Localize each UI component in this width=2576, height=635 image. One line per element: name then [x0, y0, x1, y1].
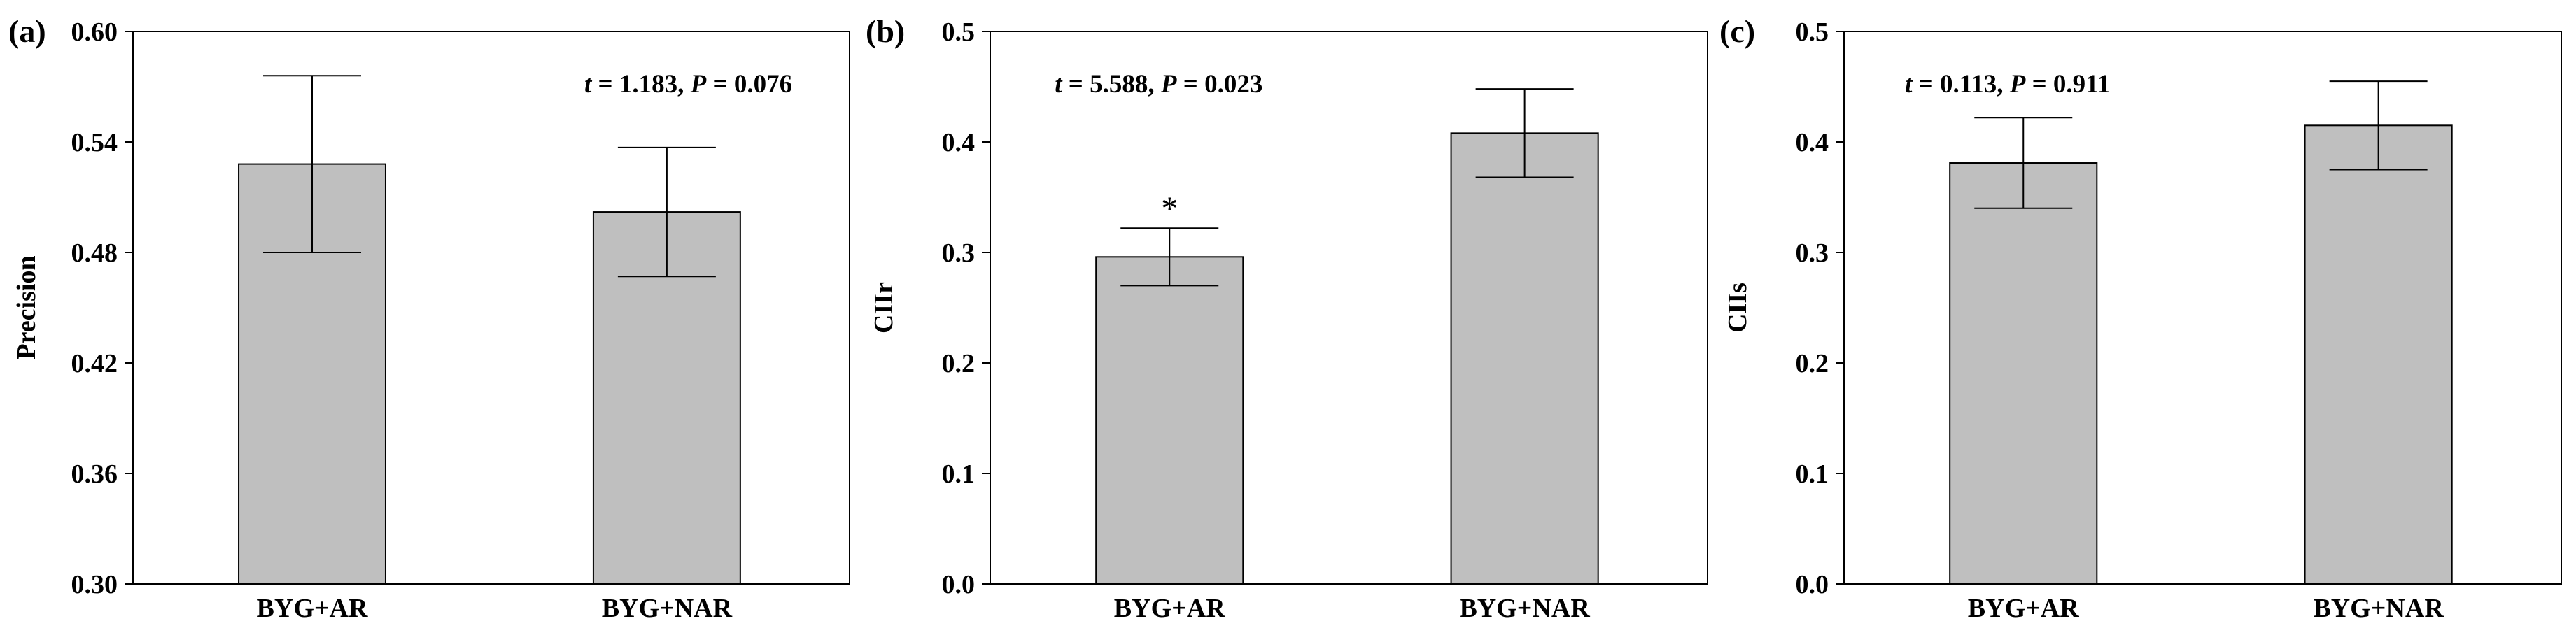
stat-annotation-part: t — [584, 70, 593, 99]
plot-frame — [132, 31, 850, 585]
y-tick-label: 0.36 — [71, 459, 118, 489]
stat-annotation-part: P — [690, 70, 707, 99]
x-tick-label: BYG+AR — [257, 594, 368, 623]
y-axis-title: CIIs — [1723, 283, 1752, 333]
stat-annotation-part: P — [2009, 70, 2026, 99]
y-axis-title: Precision — [12, 255, 41, 359]
significance-mark: * — [1161, 190, 1178, 227]
plot-frame — [1843, 31, 2562, 585]
stat-annotation-part: = 1.183, — [591, 70, 690, 99]
x-tick-label: BYG+NAR — [1459, 594, 1590, 623]
stat-annotation-part: = 0.911 — [2025, 70, 2110, 99]
x-tick-label: BYG+NAR — [602, 594, 733, 623]
y-tick-label: 0.60 — [71, 17, 118, 47]
y-tick-label: 0.4 — [942, 128, 976, 157]
stat-annotation: t = 5.588, P = 0.023 — [1055, 70, 1262, 99]
stat-annotation-part: = 0.113, — [1912, 70, 2009, 99]
bar-2[interactable] — [2304, 124, 2453, 585]
y-tick-label: 0.2 — [942, 349, 976, 378]
y-tick-label: 0.5 — [1796, 17, 1829, 47]
panel-2: (b) 0.0 0.1 0.2 0.3 0.4 0.5 CIIr * BYG+AR BYG+NAR t… — [866, 13, 1708, 623]
bar-1[interactable] — [1095, 256, 1244, 585]
stat-annotation: t = 0.113, P = 0.911 — [1905, 70, 2110, 99]
y-tick-label: 0.3 — [1796, 238, 1829, 268]
y-tick-label: 0.1 — [1796, 459, 1829, 489]
y-tick-label: 0.0 — [942, 570, 976, 599]
stat-annotation-part: t — [1905, 70, 1913, 99]
panel-3: (c) 0.0 0.1 0.2 0.3 0.4 0.5 CIIs BYG+AR BYG+NAR t … — [1719, 13, 2562, 623]
y-tick-label: 0.30 — [71, 570, 118, 599]
y-tick-label: 0.0 — [1796, 570, 1829, 599]
y-tick-label: 0.1 — [942, 459, 976, 489]
y-axis-title: CIIr — [869, 282, 899, 334]
x-tick-label: BYG+AR — [1968, 594, 2079, 623]
bar-2[interactable] — [1450, 132, 1599, 585]
y-tick-label: 0.42 — [71, 349, 118, 378]
panel-label: (b) — [866, 13, 905, 49]
stat-annotation-part: P — [1160, 70, 1177, 99]
y-tick-label: 0.2 — [1796, 349, 1829, 378]
y-tick-label: 0.54 — [71, 128, 118, 157]
stat-annotation-part: = 0.076 — [706, 70, 792, 99]
y-tick-label: 0.48 — [71, 238, 118, 268]
stat-annotation: t = 1.183, P = 0.076 — [584, 70, 792, 99]
y-tick-label: 0.3 — [942, 238, 976, 268]
panel-1: (a) 0.30 0.36 0.42 0.48 0.54 0.60 Precision BYG+… — [8, 13, 850, 623]
stat-annotation-part: t — [1055, 70, 1063, 99]
stat-annotation-part: = 5.588, — [1062, 70, 1161, 99]
plot-frame — [990, 31, 1708, 585]
panel-label: (c) — [1719, 13, 1755, 49]
x-tick-label: BYG+AR — [1114, 594, 1225, 623]
panel-label: (a) — [8, 13, 46, 49]
x-tick-label: BYG+NAR — [2313, 594, 2444, 623]
y-tick-label: 0.5 — [942, 17, 976, 47]
bar-1[interactable] — [1949, 162, 2098, 585]
stat-annotation-part: = 0.023 — [1176, 70, 1262, 99]
y-tick-label: 0.4 — [1796, 128, 1829, 157]
